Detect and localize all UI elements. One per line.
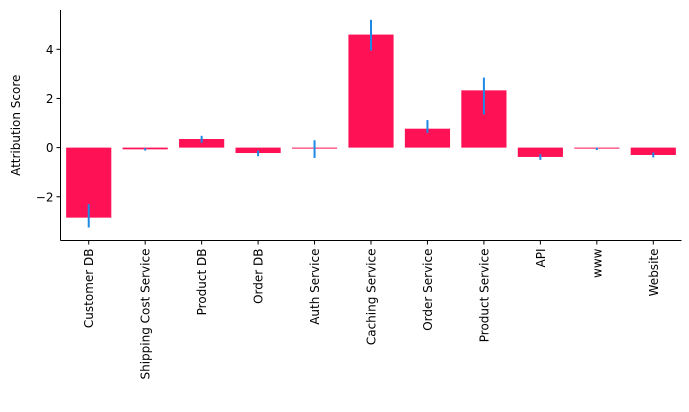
y-tick-label: 4 [46, 43, 54, 57]
y-axis-label: Attribution Score [9, 75, 23, 176]
x-tick-label: Shipping Cost Service [139, 249, 153, 380]
x-tick-label: Website [647, 249, 661, 297]
bar-8 [517, 147, 563, 157]
x-tick-label: www [590, 248, 604, 278]
x-tick-label: Order DB [252, 249, 266, 304]
x-tick-label: Caching Service [365, 249, 379, 346]
bars-layer [66, 34, 676, 218]
bar-6 [404, 128, 451, 148]
bar-10 [630, 147, 676, 155]
x-tick-label: Product DB [195, 248, 209, 315]
x-ticks-layer: Customer DB Shipping Cost Service Product … [82, 240, 661, 380]
x-tick-label: Order Service [421, 249, 435, 331]
bar-2 [179, 139, 225, 148]
x-tick-label: Customer DB [82, 249, 96, 329]
x-tick-label: Auth Service [308, 249, 322, 325]
x-tick-label: Product Service [477, 248, 491, 342]
y-ticks-layer: −2 0 2 4 [36, 43, 61, 204]
bar-5 [348, 34, 394, 148]
error-bars-layer [87, 19, 655, 228]
y-tick-label: 0 [46, 141, 54, 155]
y-tick-label: 2 [46, 92, 54, 106]
y-tick-label: −2 [36, 190, 54, 204]
x-tick-label: API [534, 249, 548, 268]
bar-3 [235, 147, 281, 154]
